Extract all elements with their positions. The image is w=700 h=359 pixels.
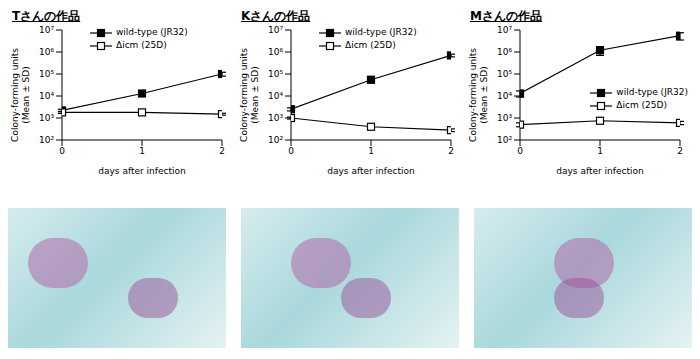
svg-text:2: 2 (219, 146, 225, 156)
svg-text:2: 2 (448, 146, 454, 156)
svg-text:10²: 10² (497, 135, 512, 145)
html-text:Tさんの作品: Tさんの作品 (12, 9, 81, 23)
svg-text:10⁷: 10⁷ (268, 25, 283, 35)
html-text:Δicm (25D): Δicm (25D) (116, 40, 167, 50)
html-text:(Mean ± SD): (Mean ± SD) (21, 66, 31, 124)
html-text:Kさんの作品: Kさんの作品 (241, 9, 311, 23)
html-text:wild-type (JR32): wild-type (JR32) (616, 87, 688, 97)
svg-text:days after infection: days after infection (98, 166, 185, 176)
html-text:(Mean ± SD): (Mean ± SD) (479, 66, 489, 124)
svg-text:10²: 10² (39, 135, 54, 145)
html-text:Δicm (25D): Δicm (25D) (616, 100, 667, 110)
svg-text:days after infection: days after infection (556, 166, 643, 176)
svg-text:10⁴: 10⁴ (268, 91, 283, 101)
svg-text:10⁴: 10⁴ (497, 91, 512, 101)
svg-text:10⁶: 10⁶ (497, 47, 512, 57)
svg-text:1: 1 (368, 146, 374, 156)
svg-text:1: 1 (597, 146, 603, 156)
svg-text:1: 1 (139, 146, 145, 156)
svg-text:10³: 10³ (497, 113, 512, 123)
html-text:wild-type (JR32): wild-type (JR32) (116, 27, 188, 37)
svg-text:10⁴: 10⁴ (39, 91, 54, 101)
html-text:wild-type (JR32): wild-type (JR32) (345, 27, 417, 37)
svg-text:2: 2 (677, 146, 683, 156)
html-text:Colony-forming units: Colony-forming units (10, 48, 20, 142)
svg-text:days after infection: days after infection (327, 166, 414, 176)
html-text:Mさんの作品: Mさんの作品 (470, 9, 542, 23)
svg-text:0: 0 (288, 146, 294, 156)
svg-text:10³: 10³ (268, 113, 283, 123)
svg-text:10⁷: 10⁷ (39, 25, 54, 35)
svg-text:10⁵: 10⁵ (497, 69, 512, 79)
svg-text:10⁵: 10⁵ (268, 69, 283, 79)
svg-text:10⁶: 10⁶ (39, 47, 54, 57)
svg-text:10⁷: 10⁷ (497, 25, 512, 35)
html-text:Colony-forming units: Colony-forming units (468, 48, 478, 142)
svg-text:10⁶: 10⁶ (268, 47, 283, 57)
svg-text:0: 0 (59, 146, 65, 156)
svg-text:0: 0 (517, 146, 523, 156)
svg-text:10²: 10² (268, 135, 283, 145)
html-text:(Mean ± SD): (Mean ± SD) (250, 66, 260, 124)
svg-text:10³: 10³ (39, 113, 54, 123)
svg-text:10⁵: 10⁵ (39, 69, 54, 79)
html-text:Δicm (25D): Δicm (25D) (345, 40, 396, 50)
html-text:Colony-forming units: Colony-forming units (239, 48, 249, 142)
